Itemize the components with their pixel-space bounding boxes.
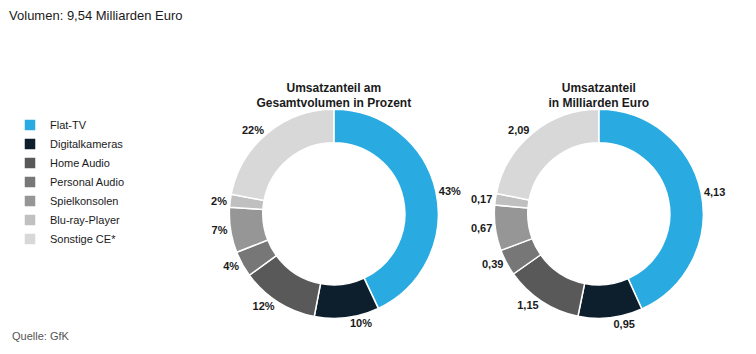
svg-text:Blu-ray-Player: Blu-ray-Player	[50, 214, 120, 226]
svg-text:2,09: 2,09	[508, 124, 529, 136]
svg-text:7%: 7%	[212, 224, 228, 236]
svg-text:1,15: 1,15	[517, 299, 538, 311]
svg-text:0,17: 0,17	[471, 193, 492, 205]
svg-text:Umsatzanteil amGesamtvolumen i: Umsatzanteil amGesamtvolumen in Prozent	[256, 81, 411, 111]
svg-text:Umsatzanteilin Milliarden Euro: Umsatzanteilin Milliarden Euro	[548, 81, 649, 111]
svg-text:0,95: 0,95	[613, 318, 634, 330]
svg-text:4,13: 4,13	[704, 186, 725, 198]
svg-text:Home Audio: Home Audio	[50, 157, 110, 169]
svg-text:0,67: 0,67	[471, 222, 492, 234]
svg-text:2%: 2%	[211, 195, 227, 207]
svg-text:Volumen: 9,54 Milliarden Euro: Volumen: 9,54 Milliarden Euro	[9, 8, 182, 23]
svg-text:Sonstige CE*: Sonstige CE*	[50, 233, 116, 245]
svg-text:Digitalkameras: Digitalkameras	[50, 138, 123, 150]
svg-text:10%: 10%	[350, 317, 372, 329]
svg-text:Flat-TV: Flat-TV	[50, 119, 87, 131]
svg-text:Quelle: GfK: Quelle: GfK	[12, 330, 70, 342]
svg-text:12%: 12%	[253, 300, 275, 312]
svg-text:Spielkonsolen: Spielkonsolen	[50, 195, 119, 207]
svg-text:4%: 4%	[223, 260, 239, 272]
svg-text:0,39: 0,39	[482, 258, 503, 270]
svg-text:43%: 43%	[439, 185, 461, 197]
svg-text:22%: 22%	[242, 124, 264, 136]
svg-text:Personal Audio: Personal Audio	[50, 176, 124, 188]
